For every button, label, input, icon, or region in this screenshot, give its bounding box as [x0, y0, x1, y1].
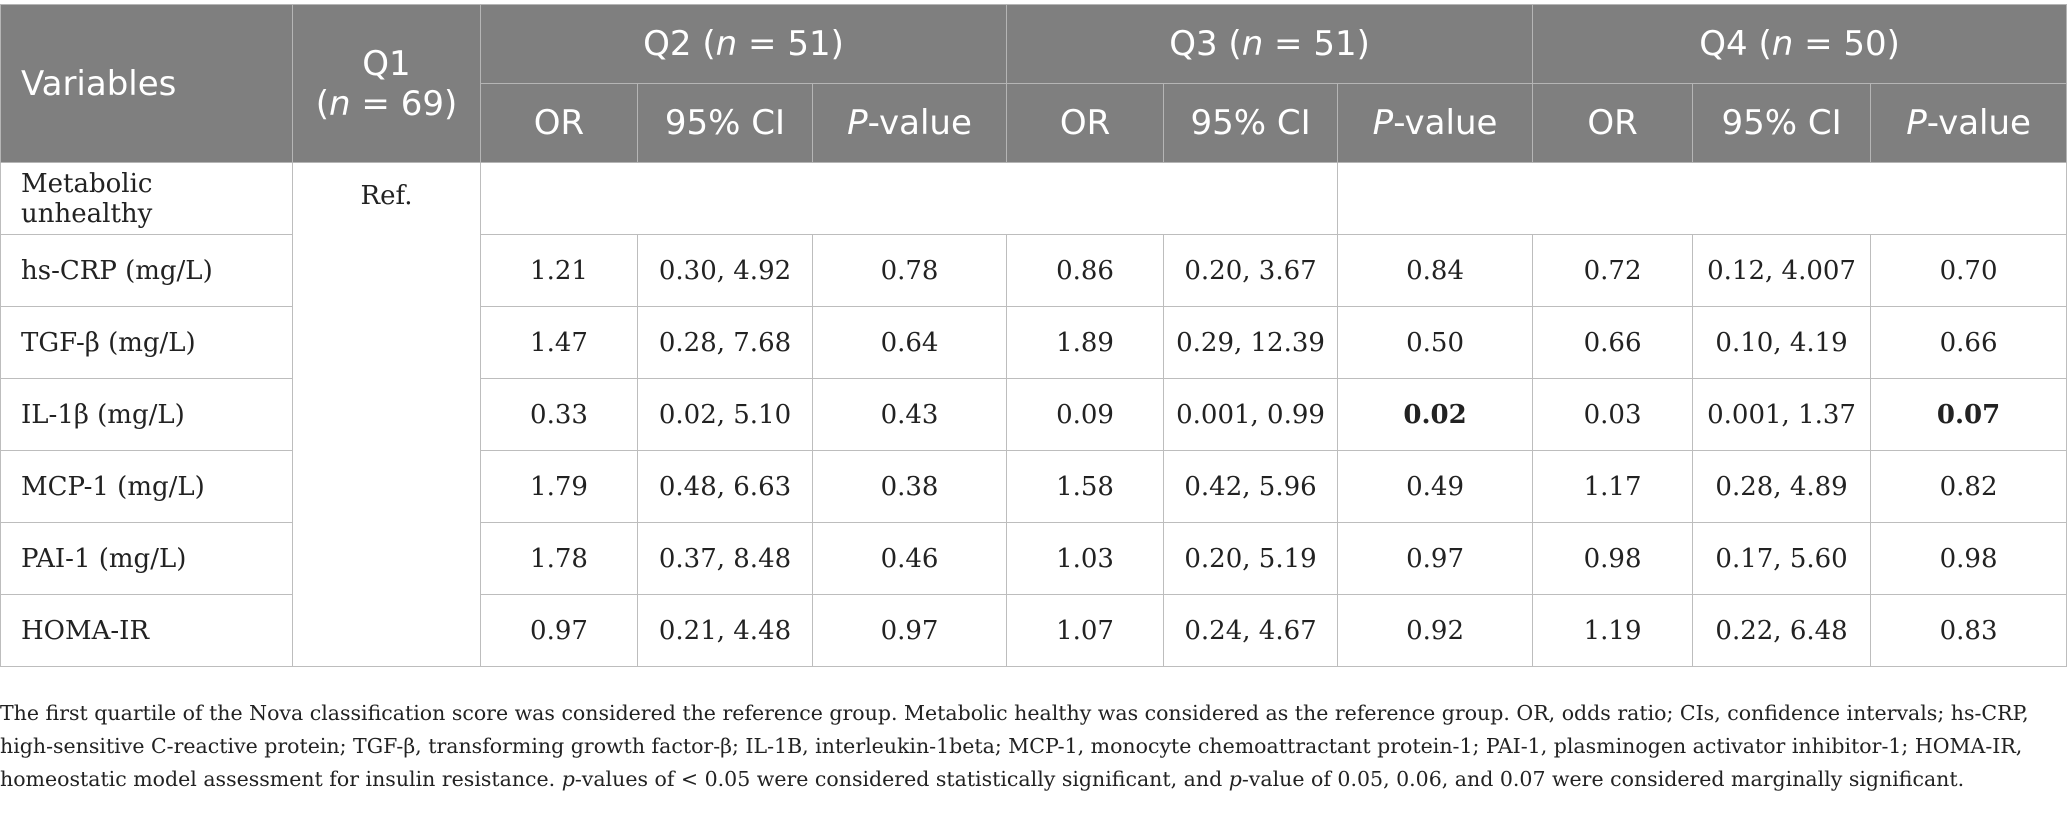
row-label: HOMA-IR [0, 594, 293, 667]
q4-or-cell: 0.98 [1532, 522, 1694, 595]
q4-or-cell: 0.03 [1532, 378, 1694, 451]
row-label: IL-1β (mg/L) [0, 378, 293, 451]
q3-ci-cell: 0.42, 5.96 [1163, 450, 1339, 523]
row-label: TGF-β (mg/L) [0, 306, 293, 379]
row-label: MCP-1 (mg/L) [0, 450, 293, 523]
q3-ci-cell: 0.20, 3.67 [1163, 234, 1339, 307]
row-label: Metabolic unhealthy [0, 162, 293, 235]
header-q4-p: P-value [1870, 83, 2067, 163]
q3-ci-cell: 0.20, 5.19 [1163, 522, 1339, 595]
q3-p-cell: 0.49 [1337, 450, 1534, 523]
q2-or-cell: 1.47 [480, 306, 638, 379]
q2-ci-cell: 0.48, 6.63 [637, 450, 813, 523]
q3-p-cell-significant: 0.02 [1337, 378, 1534, 451]
q2-p-cell: 0.38 [811, 450, 1008, 523]
q3-or-cell: 1.89 [1006, 306, 1165, 379]
q3-p-cell: 0.92 [1337, 594, 1534, 667]
q4-ci-cell: 0.28, 4.89 [1692, 450, 1872, 523]
q2-ci-cell: 0.21, 4.48 [637, 594, 813, 667]
q3-or-cell: 0.09 [1006, 378, 1165, 451]
header-q3-p: P-value [1337, 83, 1534, 163]
q4-ci-cell: 0.001, 1.37 [1692, 378, 1872, 451]
header-q4-ci: 95% CI [1692, 83, 1872, 163]
q2-or-cell: 0.97 [480, 594, 638, 667]
table-row: hs-CRP (mg/L) 1.21 0.30, 4.92 0.78 0.86 … [0, 234, 2067, 307]
empty-cell [1337, 162, 2067, 235]
q4-p-cell: 0.82 [1870, 450, 2067, 523]
header-q2-or: OR [480, 83, 638, 163]
q4-ci-cell: 0.12, 4.007 [1692, 234, 1872, 307]
q2-or-cell: 1.79 [480, 450, 638, 523]
q2-or-cell: 1.21 [480, 234, 638, 307]
q4-ci-cell: 0.10, 4.19 [1692, 306, 1872, 379]
q2-or-cell: 0.33 [480, 378, 638, 451]
header-q3-ci: 95% CI [1163, 83, 1339, 163]
table-container: Variables Q1 (n = 69) Q2 (n = 51) Q3 (n … [0, 4, 2067, 667]
q4-or-cell: 1.17 [1532, 450, 1694, 523]
header-row-2: OR 95% CI P-value OR 95% CI P-value OR 9… [1, 83, 2067, 163]
q3-or-cell: 1.58 [1006, 450, 1165, 523]
q4-p-cell-significant: 0.07 [1870, 378, 2067, 451]
q4-p-cell: 0.98 [1870, 522, 2067, 595]
q4-or-cell: 1.19 [1532, 594, 1694, 667]
header-q1-label: Q1 [362, 43, 411, 84]
q4-ci-cell: 0.22, 6.48 [1692, 594, 1872, 667]
header-q1: Q1 (n = 69) [292, 4, 481, 163]
q4-or-cell: 0.66 [1532, 306, 1694, 379]
q2-or-cell: 1.78 [480, 522, 638, 595]
q4-p-cell: 0.83 [1870, 594, 2067, 667]
row-label: hs-CRP (mg/L) [0, 234, 293, 307]
q3-or-cell: 1.03 [1006, 522, 1165, 595]
q4-p-cell: 0.66 [1870, 306, 2067, 379]
header-q1-n: (n = 69) [315, 83, 458, 124]
header-variables: Variables [0, 4, 293, 163]
header-row-1: Variables Q1 (n = 69) Q2 (n = 51) Q3 (n … [0, 4, 2067, 163]
q2-p-cell: 0.46 [811, 522, 1008, 595]
table-row: IL-1β (mg/L) 0.33 0.02, 5.10 0.43 0.09 0… [0, 378, 2067, 451]
table-row: HOMA-IR 0.97 0.21, 4.48 0.97 1.07 0.24, … [0, 594, 2067, 667]
q4-p-cell: 0.70 [1870, 234, 2067, 307]
results-table: Variables Q1 (n = 69) Q2 (n = 51) Q3 (n … [0, 4, 2067, 667]
table-row: MCP-1 (mg/L) 1.79 0.48, 6.63 0.38 1.58 0… [0, 450, 2067, 523]
q2-p-cell: 0.43 [811, 378, 1008, 451]
table-footnote: The first quartile of the Nova classific… [0, 701, 2029, 791]
table-row: TGF-β (mg/L) 1.47 0.28, 7.68 0.64 1.89 0… [0, 306, 2067, 379]
header-q3-or: OR [1006, 83, 1165, 163]
row-label: PAI-1 (mg/L) [0, 522, 293, 595]
q2-p-cell: 0.78 [811, 234, 1008, 307]
header-q2: Q2 (n = 51) [479, 4, 1008, 84]
header-q2-ci: 95% CI [637, 83, 813, 163]
q3-ci-cell: 0.29, 12.39 [1163, 306, 1339, 379]
q2-ci-cell: 0.02, 5.10 [637, 378, 813, 451]
q4-or-cell: 0.72 [1532, 234, 1694, 307]
header-q2-p: P-value [811, 83, 1008, 163]
q3-p-cell: 0.97 [1337, 522, 1534, 595]
q2-ci-cell: 0.28, 7.68 [637, 306, 813, 379]
table-row: PAI-1 (mg/L) 1.78 0.37, 8.48 0.46 1.03 0… [0, 522, 2067, 595]
q2-p-cell: 0.64 [811, 306, 1008, 379]
q3-p-cell: 0.50 [1337, 306, 1534, 379]
q2-ci-cell: 0.37, 8.48 [637, 522, 813, 595]
q3-p-cell: 0.84 [1337, 234, 1534, 307]
q3-or-cell: 1.07 [1006, 594, 1165, 667]
header-q3: Q3 (n = 51) [1006, 4, 1534, 84]
ref-cell: Ref. [292, 162, 481, 667]
q2-p-cell: 0.97 [811, 594, 1008, 667]
q3-ci-cell: 0.24, 4.67 [1163, 594, 1339, 667]
q3-ci-cell: 0.001, 0.99 [1163, 378, 1339, 451]
header-q4-or: OR [1532, 83, 1694, 163]
q4-ci-cell: 0.17, 5.60 [1692, 522, 1872, 595]
header-q4: Q4 (n = 50) [1532, 4, 2067, 84]
q3-or-cell: 0.86 [1006, 234, 1165, 307]
table-row: Metabolic unhealthy Ref. [0, 162, 2067, 667]
empty-cell [479, 162, 1339, 235]
q2-ci-cell: 0.30, 4.92 [637, 234, 813, 307]
